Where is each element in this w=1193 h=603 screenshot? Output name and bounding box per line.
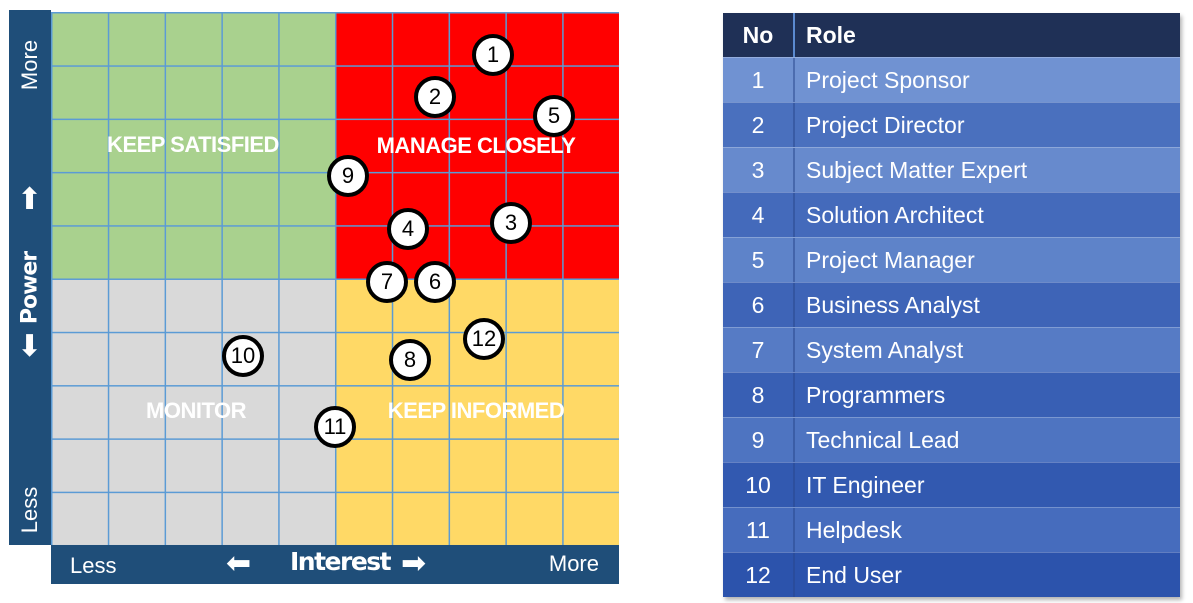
monitor-label: MONITOR [146,398,246,423]
table-row: 10 IT Engineer [723,462,1180,507]
row-role: Technical Lead [806,426,960,453]
table-row: 3 Subject Matter Expert [723,147,1180,192]
stakeholder-marker: 9 [327,155,369,197]
power-axis: More ⬆ Power ⬇ Less [9,10,51,545]
manage-closely-label: MANAGE CLOSELY [376,133,576,158]
row-no: 11 [723,508,795,552]
interest-axis: Less ⬅ Interest ➡ More [51,545,619,584]
row-role: Business Analyst [806,291,980,318]
row-role: Solution Architect [806,201,984,228]
stakeholder-marker: 4 [387,208,429,250]
stakeholder-marker: 11 [314,406,356,448]
table-row: 11 Helpdesk [723,507,1180,552]
row-role: Project Manager [806,246,975,273]
table-row: 4 Solution Architect [723,192,1180,237]
table-row: 2 Project Director [723,102,1180,147]
stakeholder-marker: 7 [366,261,408,303]
table-header: No Role [723,13,1180,57]
power-more-label: More [17,39,42,91]
row-no: 7 [723,328,795,372]
stakeholder-marker: 1 [472,34,514,76]
row-no: 9 [723,418,795,462]
row-role: Project Director [806,111,965,138]
row-role: Programmers [806,381,946,408]
power-interest-grid: KEEP SATISFIED MANAGE CLOSELY MONITOR KE… [51,12,619,545]
table-row: 6 Business Analyst [723,282,1180,327]
interest-more-label: More [548,551,599,576]
row-role: Helpdesk [806,516,902,543]
interest-less-label: Less [70,553,117,578]
header-role: Role [806,21,856,48]
table-row: 8 Programmers [723,372,1180,417]
arrow-down-icon: ⬇ [17,330,43,363]
row-role: End User [806,561,902,588]
arrow-right-icon: ➡ [401,547,427,580]
row-no: 12 [723,553,795,597]
row-no: 10 [723,463,795,507]
stakeholder-marker: 12 [463,318,505,360]
table-row: 7 System Analyst [723,327,1180,372]
stakeholder-marker: 3 [490,202,532,244]
row-no: 1 [723,58,795,102]
power-less-label: Less [17,486,42,534]
grid-lines [51,12,619,545]
row-no: 6 [723,283,795,327]
table-row: 12 End User [723,552,1180,597]
interest-label: Interest [290,547,392,576]
table-row: 5 Project Manager [723,237,1180,282]
row-no: 2 [723,103,795,147]
row-no: 3 [723,148,795,192]
power-label: Power [17,251,43,325]
row-role: IT Engineer [806,471,925,498]
stakeholder-marker: 6 [414,261,456,303]
row-no: 8 [723,373,795,417]
table-row: 9 Technical Lead [723,417,1180,462]
arrow-left-icon: ⬅ [226,547,252,580]
arrow-up-icon: ⬆ [17,183,43,216]
roles-table: No Role 1 Project Sponsor 2 Project Directo… [723,13,1180,597]
stakeholder-marker: 10 [222,335,264,377]
row-role: Subject Matter Expert [806,156,1028,183]
row-no: 5 [723,238,795,282]
stakeholder-marker: 2 [414,76,456,118]
keep-satisfied-label: KEEP SATISFIED [107,132,279,157]
row-role: Project Sponsor [806,66,970,93]
table-row: 1 Project Sponsor [723,57,1180,102]
header-no: No [723,13,795,57]
row-role: System Analyst [806,336,964,363]
keep-informed-label: KEEP INFORMED [387,398,565,423]
stakeholder-marker: 8 [389,339,431,381]
row-no: 4 [723,193,795,237]
stakeholder-marker: 5 [533,95,575,137]
